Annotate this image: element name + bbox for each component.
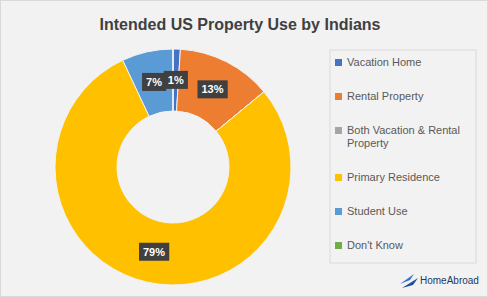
- logo-icon: [402, 278, 418, 288]
- legend-label: Rental Property: [347, 90, 424, 102]
- title: Intended US Property Use by Indians: [100, 16, 381, 33]
- data-label-box: [139, 243, 169, 261]
- data-label: 13%: [201, 83, 223, 95]
- data-label-group: 7%: [142, 73, 166, 91]
- legend-marker: [335, 59, 342, 66]
- legend-label: Student Use: [347, 205, 408, 217]
- legend: Vacation Home Rental Property Both Vacatio…: [330, 50, 476, 263]
- legend-box: [330, 50, 476, 263]
- data-label-group: 79%: [139, 243, 169, 261]
- data-label-box: [142, 73, 166, 91]
- data-label-group: 1%: [164, 71, 188, 89]
- plot: [55, 49, 291, 285]
- legend-marker: [335, 208, 342, 215]
- data-labels: 1% 13% 79% 7%: [139, 71, 228, 261]
- background: [1, 1, 488, 297]
- data-label-box: [197, 80, 227, 98]
- legend-marker: [335, 93, 342, 100]
- legend-label: Don't Know: [347, 239, 403, 251]
- legend-label: Both Vacation & RentalProperty: [347, 124, 460, 149]
- logo-text: HomeAbroad: [420, 275, 479, 286]
- chart: Intended US Property Use by Indians 1% 13%…: [0, 0, 488, 297]
- legend-marker: [335, 127, 342, 134]
- slice: [123, 49, 173, 116]
- data-label: 7%: [146, 76, 162, 88]
- legend-marker: [335, 174, 342, 181]
- data-label: 1%: [168, 74, 184, 86]
- legend-label: Primary Residence: [347, 171, 440, 183]
- legend-marker: [335, 242, 342, 249]
- data-label-group: 13%: [197, 80, 227, 98]
- data-label: 79%: [143, 246, 165, 258]
- legend-label: Vacation Home: [347, 56, 421, 68]
- logo: HomeAbroad: [400, 274, 479, 288]
- data-label-box: [164, 71, 188, 89]
